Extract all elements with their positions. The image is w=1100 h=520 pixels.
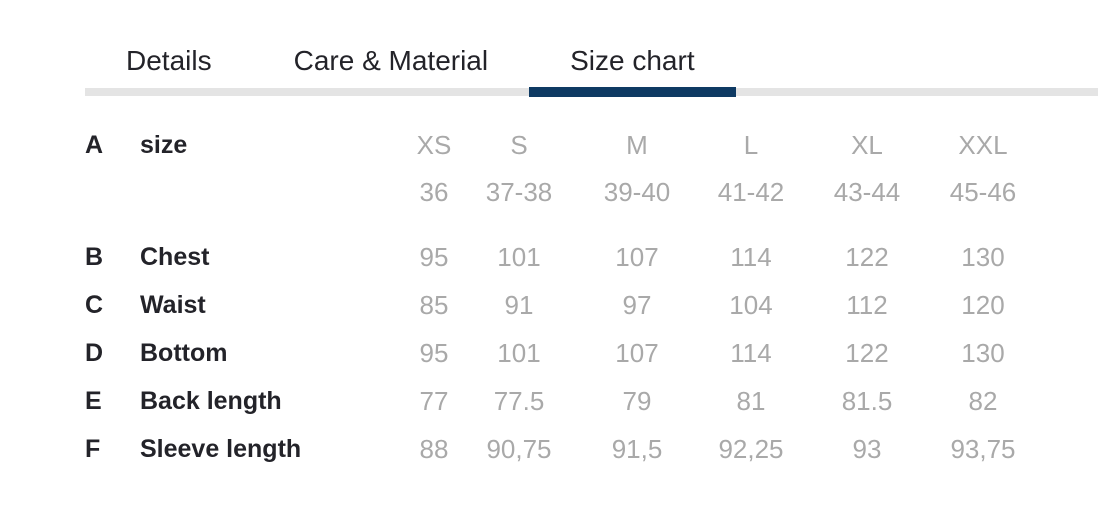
column-header: S: [510, 130, 528, 160]
size-value: 95: [419, 242, 449, 272]
table-row: 36 37-38 39-40 41-42 43-44 45-46: [0, 169, 1100, 216]
row-letter: D: [85, 339, 104, 367]
size-value: 88: [419, 434, 449, 464]
size-value: 93,75: [950, 434, 1016, 464]
column-subheader: 45-46: [949, 177, 1017, 207]
size-value: 97: [622, 290, 652, 320]
table-row: E Back length 77 77.5 79 81 81.5 82: [0, 377, 1100, 425]
size-value: 82: [968, 386, 998, 416]
tab-size-chart[interactable]: Size chart: [529, 36, 736, 97]
row-letter: E: [85, 387, 102, 415]
size-value: 101: [497, 338, 541, 368]
size-value: 79: [622, 386, 652, 416]
row-label: Sleeve length: [140, 435, 302, 463]
size-value: 112: [846, 290, 888, 320]
table-row: D Bottom 95 101 107 114 122 130: [0, 329, 1100, 377]
column-header: XL: [851, 130, 883, 160]
row-spacer: [0, 216, 1100, 233]
row-letter: A: [85, 131, 104, 159]
size-value: 104: [729, 290, 773, 320]
size-value: 92,25: [718, 434, 784, 464]
size-value: 114: [730, 242, 772, 272]
size-value: 114: [730, 338, 772, 368]
row-label: Back length: [140, 387, 282, 415]
size-value: 81: [736, 386, 766, 416]
size-value: 85: [419, 290, 449, 320]
row-label: Waist: [140, 291, 206, 319]
tab-bar: Details Care & Material Size chart: [85, 36, 736, 97]
size-value: 130: [961, 242, 1005, 272]
row-label: Chest: [140, 243, 210, 271]
size-value: 120: [961, 290, 1005, 320]
row-label: size: [140, 131, 188, 159]
column-subheader: 37-38: [485, 177, 553, 207]
size-value: 90,75: [486, 434, 552, 464]
row-letter: C: [85, 291, 104, 319]
column-header: M: [626, 130, 648, 160]
size-value: 101: [497, 242, 541, 272]
table-row: B Chest 95 101 107 114 122 130: [0, 233, 1100, 281]
tab-care-material[interactable]: Care & Material: [293, 45, 489, 76]
column-subheader: 39-40: [603, 177, 671, 207]
size-value: 95: [419, 338, 449, 368]
size-value: 93: [852, 434, 882, 464]
column-subheader: 43-44: [833, 177, 901, 207]
column-header: L: [743, 130, 759, 160]
size-value: 91: [504, 290, 534, 320]
column-header: XXL: [958, 130, 1008, 160]
row-letter: B: [85, 243, 104, 271]
row-label: Bottom: [140, 339, 228, 367]
column-header: XS: [416, 130, 452, 160]
size-value: 122: [845, 338, 889, 368]
size-value: 107: [615, 338, 659, 368]
size-value: 77.5: [493, 386, 545, 416]
table-row: C Waist 85 91 97 104 112 120: [0, 281, 1100, 329]
row-letter: F: [85, 435, 101, 463]
column-subheader: 36: [419, 177, 449, 207]
column-subheader: 41-42: [717, 177, 785, 207]
tab-details[interactable]: Details: [126, 45, 212, 76]
size-value: 122: [845, 242, 889, 272]
size-value: 130: [961, 338, 1005, 368]
size-value: 77: [419, 386, 449, 416]
table-row: F Sleeve length 88 90,75 91,5 92,25 93 93,75: [0, 425, 1100, 473]
size-value: 91,5: [611, 434, 663, 464]
size-value: 107: [615, 242, 659, 272]
size-value: 81.5: [841, 386, 893, 416]
